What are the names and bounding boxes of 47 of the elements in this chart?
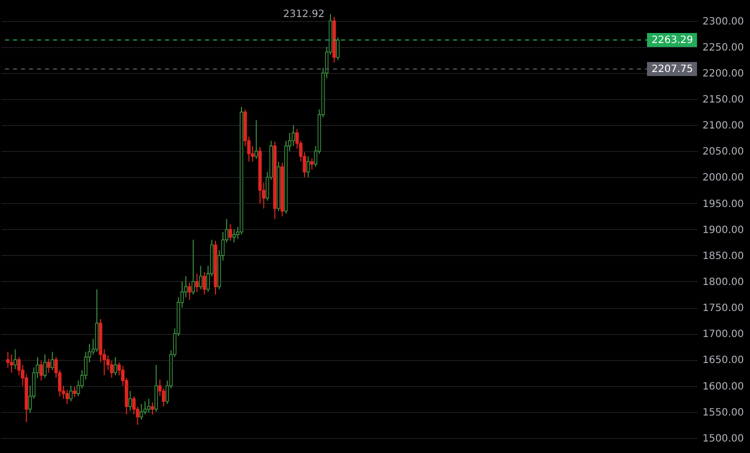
y-tick-label: 2150.00 bbox=[702, 94, 744, 106]
candlestick bbox=[198, 265, 202, 290]
candlestick bbox=[69, 385, 73, 402]
y-tick-label: 1950.00 bbox=[702, 198, 744, 210]
candlestick bbox=[154, 364, 158, 412]
y-tick-label: 1750.00 bbox=[702, 303, 744, 314]
candlestick bbox=[10, 354, 14, 374]
candlestick bbox=[50, 351, 54, 371]
y-tick-label: 2000.00 bbox=[702, 172, 744, 184]
candlestick bbox=[128, 390, 132, 412]
candlestick bbox=[14, 348, 17, 370]
candlestick bbox=[147, 398, 150, 414]
candlestick bbox=[46, 358, 50, 374]
y-tick-label: 2300.00 bbox=[702, 16, 744, 28]
annotation: 2312.92 bbox=[283, 9, 324, 20]
candlestick bbox=[192, 239, 195, 296]
y-tick-label: 2050.00 bbox=[702, 146, 744, 158]
y-tick-label: 1900.00 bbox=[702, 224, 744, 236]
y-tick-label: 2250.00 bbox=[702, 42, 744, 54]
y-tick-label: 1500.00 bbox=[702, 433, 744, 444]
candlestick bbox=[114, 356, 118, 376]
y-tick-label: 1850.00 bbox=[702, 250, 744, 262]
candlestick bbox=[195, 273, 199, 292]
candlestick bbox=[336, 37, 340, 60]
candlestick bbox=[228, 224, 232, 242]
candlestick bbox=[140, 404, 144, 420]
candlestick bbox=[306, 156, 310, 178]
candlestick bbox=[310, 158, 314, 170]
candlestick bbox=[72, 386, 76, 398]
candlestick bbox=[254, 119, 258, 160]
candlestick bbox=[202, 272, 206, 296]
candlestick bbox=[40, 360, 43, 382]
candlestick bbox=[232, 228, 236, 243]
candlestick bbox=[188, 282, 192, 300]
y-tick-label: 1550.00 bbox=[702, 407, 744, 418]
candlestick bbox=[43, 354, 47, 378]
candlestick bbox=[6, 351, 10, 368]
y-tick-label: 2200.00 bbox=[702, 68, 744, 80]
y-tick-label: 2100.00 bbox=[702, 120, 744, 132]
y-tick-label: 1600.00 bbox=[702, 381, 744, 392]
ref-line-label: 2263.29 bbox=[652, 34, 693, 46]
y-tick-label: 1650.00 bbox=[702, 355, 744, 366]
candlestick bbox=[150, 402, 154, 415]
candlestick bbox=[65, 389, 69, 404]
y-tick-label: 1700.00 bbox=[702, 329, 744, 340]
ref-line-label: 2207.75 bbox=[652, 64, 693, 75]
y-tick-label: 1800.00 bbox=[702, 276, 744, 288]
